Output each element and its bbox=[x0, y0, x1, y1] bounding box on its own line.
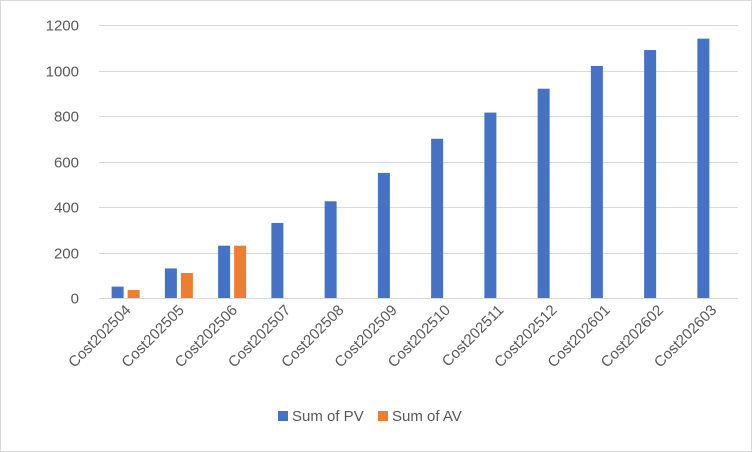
y-tick-label: 1200 bbox=[46, 18, 79, 35]
y-axis-ticks: 0 200 400 600 800 1000 1200 bbox=[46, 18, 79, 308]
bar-sum-of-pv-cost202504[interactable] bbox=[111, 286, 124, 298]
y-tick-label: 1000 bbox=[46, 64, 79, 81]
y-tick-label: 200 bbox=[54, 246, 79, 263]
bar-sum-of-pv-cost202511[interactable] bbox=[484, 112, 497, 299]
legend[interactable]: Sum of PV Sum of AV bbox=[278, 408, 462, 425]
grid-layer bbox=[99, 25, 738, 299]
bar-layer bbox=[111, 38, 710, 299]
bar-sum-of-av-cost202504[interactable] bbox=[127, 290, 140, 298]
legend-label: Sum of PV bbox=[292, 408, 364, 425]
bar-sum-of-pv-cost202505[interactable] bbox=[164, 268, 177, 298]
bar-sum-of-pv-cost202601[interactable] bbox=[590, 65, 603, 298]
bar-sum-of-pv-cost202507[interactable] bbox=[271, 222, 284, 298]
y-tick-label: 0 bbox=[71, 291, 79, 308]
bar-sum-of-pv-cost202603[interactable] bbox=[697, 38, 710, 299]
legend-swatch bbox=[378, 411, 388, 421]
bar-sum-of-pv-cost202510[interactable] bbox=[431, 138, 444, 298]
bar-sum-of-av-cost202506[interactable] bbox=[234, 245, 247, 298]
y-tick-label: 600 bbox=[54, 155, 79, 172]
bar-sum-of-av-cost202505[interactable] bbox=[180, 272, 193, 298]
legend-item-sum-of-av[interactable]: Sum of AV bbox=[378, 408, 462, 425]
legend-swatch bbox=[278, 411, 288, 421]
bar-sum-of-pv-cost202512[interactable] bbox=[537, 88, 550, 298]
bar-sum-of-pv-cost202508[interactable] bbox=[324, 201, 337, 298]
legend-label: Sum of AV bbox=[392, 408, 462, 425]
bar-sum-of-pv-cost202506[interactable] bbox=[218, 245, 231, 298]
y-tick-label: 800 bbox=[54, 109, 79, 126]
legend-item-sum-of-pv[interactable]: Sum of PV bbox=[278, 408, 364, 425]
bar-sum-of-pv-cost202509[interactable] bbox=[377, 172, 390, 298]
y-tick-label: 400 bbox=[54, 200, 79, 217]
bar-sum-of-pv-cost202602[interactable] bbox=[644, 50, 657, 299]
x-axis-ticks: Cost202504Cost202505Cost202506Cost202507… bbox=[65, 302, 720, 371]
